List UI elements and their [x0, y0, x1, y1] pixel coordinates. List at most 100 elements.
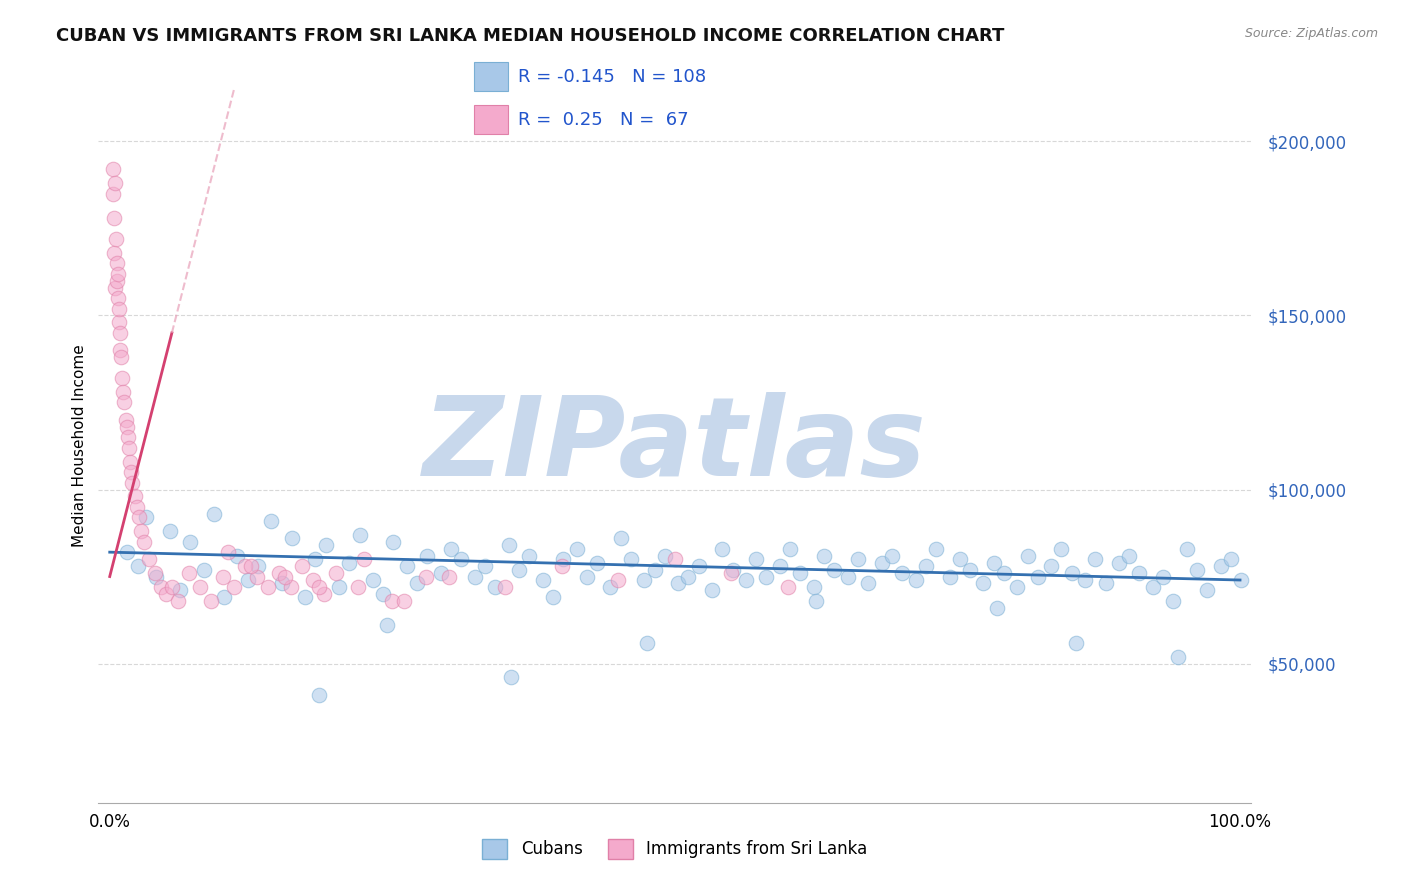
Point	[110, 343, 132, 358]
Point	[565, 541, 588, 556]
Point	[541, 591, 564, 605]
Point	[664, 552, 686, 566]
Point	[211, 569, 233, 583]
Text: Source: ZipAtlas.com: Source: ZipAtlas.com	[1244, 27, 1378, 40]
Point	[666, 576, 689, 591]
Point	[353, 552, 375, 566]
Point	[373, 587, 395, 601]
Point	[870, 556, 893, 570]
Point	[169, 583, 191, 598]
Point	[120, 465, 142, 479]
Text: R = -0.145   N = 108: R = -0.145 N = 108	[517, 68, 706, 86]
Point	[274, 569, 297, 583]
Point	[769, 559, 792, 574]
Point	[110, 350, 132, 364]
Point	[193, 563, 215, 577]
Point	[104, 280, 127, 294]
Point	[143, 566, 166, 580]
Point	[745, 552, 768, 566]
Point	[291, 559, 314, 574]
Point	[498, 538, 520, 552]
Point	[949, 552, 972, 566]
Point	[551, 552, 574, 566]
Point	[1040, 559, 1063, 574]
Point	[531, 573, 554, 587]
Point	[104, 176, 127, 190]
Point	[517, 549, 540, 563]
Y-axis label: Median Household Income: Median Household Income	[72, 344, 87, 548]
Point	[972, 576, 994, 591]
Point	[938, 569, 960, 583]
Point	[721, 563, 744, 577]
Point	[160, 580, 183, 594]
Point	[105, 274, 128, 288]
Point	[654, 549, 676, 563]
Point	[179, 534, 201, 549]
Point	[856, 576, 879, 591]
Point	[155, 587, 177, 601]
Legend: Cubans, Immigrants from Sri Lanka: Cubans, Immigrants from Sri Lanka	[475, 832, 875, 866]
Point	[813, 549, 835, 563]
Point	[993, 566, 1015, 580]
Point	[124, 490, 146, 504]
Point	[846, 552, 869, 566]
Point	[837, 569, 859, 583]
Point	[735, 573, 758, 587]
Point	[609, 531, 631, 545]
Point	[117, 430, 139, 444]
Point	[437, 569, 460, 583]
Point	[925, 541, 948, 556]
Point	[382, 534, 405, 549]
Point	[107, 267, 129, 281]
Point	[1167, 649, 1189, 664]
Point	[416, 549, 439, 563]
Point	[575, 569, 598, 583]
Point	[914, 559, 936, 574]
Point	[678, 569, 700, 583]
Point	[202, 507, 225, 521]
Point	[880, 549, 903, 563]
Point	[1152, 569, 1174, 583]
Point	[430, 566, 453, 580]
Point	[1197, 583, 1219, 598]
Point	[315, 538, 337, 552]
Point	[392, 594, 415, 608]
Point	[337, 556, 360, 570]
Point	[959, 563, 981, 577]
Point	[474, 559, 496, 574]
FancyBboxPatch shape	[474, 62, 508, 91]
Point	[128, 510, 150, 524]
Point	[1118, 549, 1140, 563]
Text: ZIPatlas: ZIPatlas	[423, 392, 927, 500]
Point	[1017, 549, 1039, 563]
Point	[688, 559, 710, 574]
Point	[494, 580, 516, 594]
Text: CUBAN VS IMMIGRANTS FROM SRI LANKA MEDIAN HOUSEHOLD INCOME CORRELATION CHART: CUBAN VS IMMIGRANTS FROM SRI LANKA MEDIA…	[56, 27, 1005, 45]
Point	[246, 559, 269, 574]
Point	[1094, 576, 1116, 591]
Point	[108, 301, 131, 316]
Point	[440, 541, 463, 556]
Point	[636, 635, 658, 649]
Point	[132, 534, 155, 549]
Point	[131, 524, 153, 539]
Point	[450, 552, 472, 566]
Point	[103, 211, 125, 225]
Point	[107, 291, 129, 305]
Point	[280, 531, 302, 545]
Point	[260, 514, 283, 528]
Point	[302, 573, 325, 587]
Point	[361, 573, 384, 587]
Point	[149, 580, 172, 594]
Point	[415, 569, 437, 583]
Point	[308, 688, 330, 702]
Point	[891, 566, 914, 580]
Point	[406, 576, 429, 591]
Point	[983, 556, 1005, 570]
Point	[1084, 552, 1107, 566]
Point	[145, 569, 167, 583]
FancyBboxPatch shape	[474, 105, 508, 134]
Point	[217, 545, 239, 559]
Point	[484, 580, 506, 594]
Point	[711, 541, 734, 556]
